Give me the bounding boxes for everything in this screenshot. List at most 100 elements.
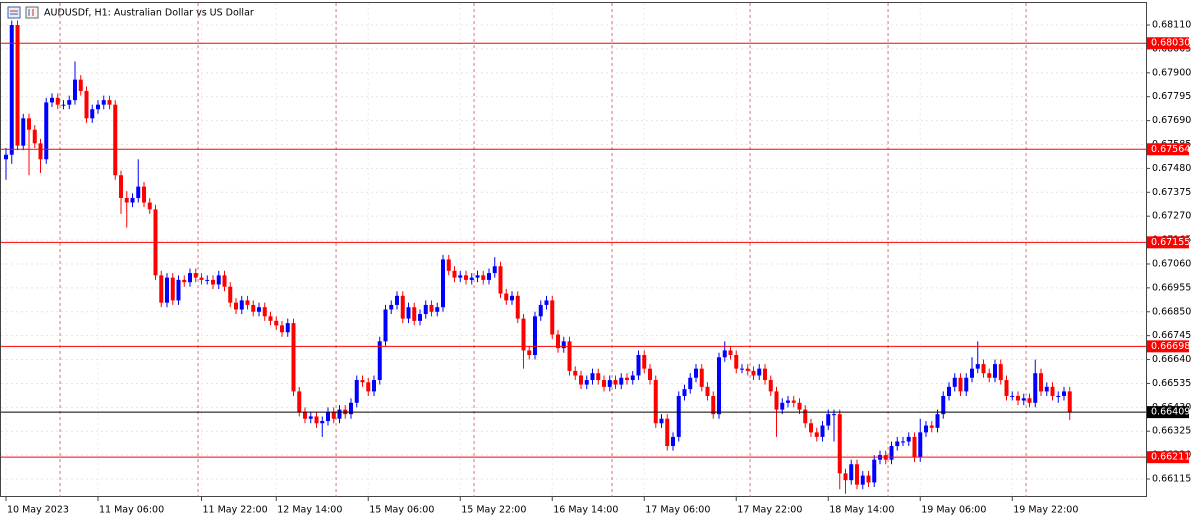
candle-body xyxy=(843,473,848,481)
y-tick-label: 0.66325 xyxy=(1152,426,1191,437)
candle-body xyxy=(136,186,141,198)
y-tick-label: 0.68110 xyxy=(1152,20,1191,31)
y-tick-label: 0.66115 xyxy=(1152,474,1191,485)
level-label: 0.66698 xyxy=(1151,341,1190,352)
candle-body xyxy=(216,275,221,285)
candle-body xyxy=(791,400,796,403)
candle-body xyxy=(498,266,503,294)
candle-body xyxy=(400,295,405,319)
title-icons xyxy=(7,6,39,19)
candle-body xyxy=(492,266,497,274)
candle-body xyxy=(567,341,572,371)
candle-body xyxy=(383,309,388,342)
candle-body xyxy=(4,154,8,160)
candle-body xyxy=(119,175,123,198)
candle-body xyxy=(418,314,422,321)
candle-body xyxy=(1050,386,1055,396)
level-label-box xyxy=(1147,340,1189,353)
candle-body xyxy=(665,418,670,447)
candle-body xyxy=(435,307,440,312)
candle-body xyxy=(441,259,445,308)
candle-body xyxy=(630,375,635,381)
y-tick-label: 0.67795 xyxy=(1152,91,1191,102)
candle-body xyxy=(170,277,175,301)
candle-body xyxy=(67,100,72,105)
candle-body xyxy=(320,420,325,424)
candle-body xyxy=(751,370,756,376)
candle-body xyxy=(464,275,468,280)
candle-body xyxy=(786,400,790,403)
x-tick-label: 17 May 06:00 xyxy=(645,505,710,516)
y-tick-label: 0.66955 xyxy=(1152,282,1191,293)
x-tick-label: 10 May 2023 xyxy=(7,505,69,516)
candle-body xyxy=(84,91,89,119)
y-tick-label: 0.67270 xyxy=(1152,211,1191,222)
candle-body xyxy=(193,273,198,278)
candle-body xyxy=(855,464,859,485)
y-tick-label: 0.67060 xyxy=(1152,258,1191,269)
candle-body xyxy=(360,380,365,383)
candle-body xyxy=(970,368,974,378)
level-label: 0.67564 xyxy=(1151,144,1190,155)
candle-body xyxy=(780,402,785,410)
level-label-box xyxy=(1147,37,1189,50)
candle-body xyxy=(590,373,595,381)
candle-body xyxy=(130,197,135,203)
candle-body xyxy=(1010,395,1015,397)
candle-body xyxy=(550,300,555,335)
candle-body xyxy=(803,409,808,424)
candle-body xyxy=(740,368,744,370)
candle-body xyxy=(372,380,376,392)
candle-body xyxy=(711,395,716,415)
candle-body xyxy=(78,79,83,92)
y-tick-label: 0.67690 xyxy=(1152,115,1191,126)
candle-body xyxy=(757,368,762,376)
candle-body xyxy=(211,279,215,285)
candle-body xyxy=(1016,395,1020,401)
candle-body xyxy=(653,380,658,424)
candle-body xyxy=(814,432,819,437)
candle-body xyxy=(458,275,463,278)
candle-body xyxy=(176,279,181,301)
candle-body xyxy=(452,270,457,278)
candle-body xyxy=(820,425,825,437)
candle-body xyxy=(671,436,675,447)
x-tick-label: 15 May 06:00 xyxy=(369,505,434,516)
candle-body xyxy=(147,202,152,210)
candle-body xyxy=(61,104,66,106)
candle-body xyxy=(866,475,871,483)
candle-body xyxy=(895,441,900,447)
candle-body xyxy=(849,464,854,481)
candle-body xyxy=(1033,373,1038,403)
candle-body xyxy=(377,341,382,381)
candle-body xyxy=(648,368,652,381)
candle-body xyxy=(280,325,284,333)
candle-body xyxy=(728,350,733,355)
candle-body xyxy=(113,104,118,176)
candle-body xyxy=(222,275,227,287)
candle-body xyxy=(975,364,980,369)
candle-body xyxy=(165,277,169,303)
candle-body xyxy=(625,377,629,381)
candle-body xyxy=(659,418,664,424)
level-label-box xyxy=(1147,236,1189,249)
candle-body xyxy=(745,368,750,371)
candle-body xyxy=(561,341,566,349)
candle-body xyxy=(964,377,969,392)
candle-body xyxy=(929,425,934,428)
candle-body xyxy=(901,441,905,443)
candle-body xyxy=(579,375,583,385)
candle-body xyxy=(446,259,451,271)
candle-body xyxy=(228,286,233,303)
candle-body xyxy=(1039,373,1043,392)
candle-body xyxy=(469,277,474,280)
y-tick-label: 0.66850 xyxy=(1152,306,1191,317)
candle-body xyxy=(504,293,509,301)
level-label-box xyxy=(1147,451,1189,464)
candle-body xyxy=(763,368,767,381)
candle-body xyxy=(245,300,250,305)
candle-body xyxy=(32,129,37,144)
candle-body xyxy=(993,364,997,378)
candle-body xyxy=(533,316,537,355)
